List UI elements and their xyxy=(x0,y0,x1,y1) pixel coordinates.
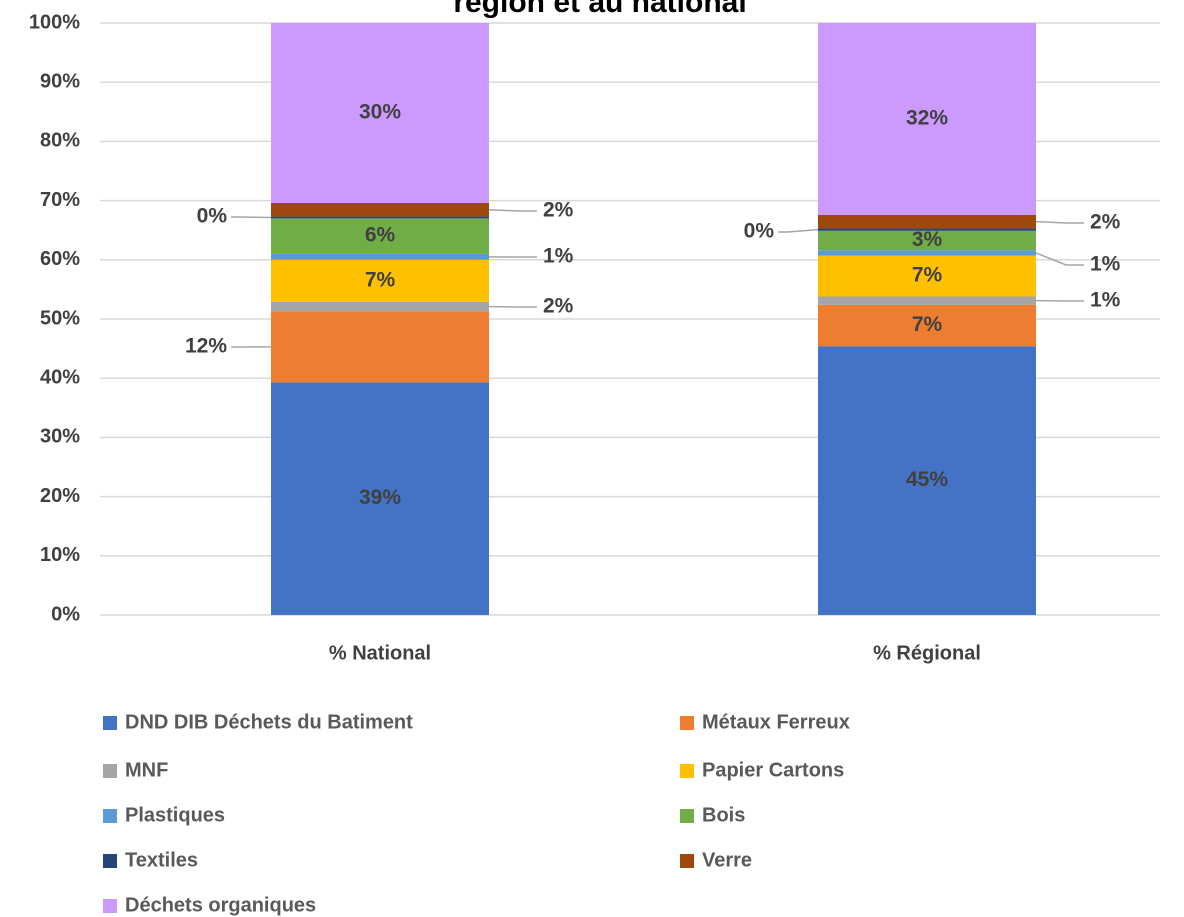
x-tick-label: % National xyxy=(329,642,431,664)
bar-segment xyxy=(818,296,1036,305)
y-tick-label: 0% xyxy=(51,603,80,625)
bar-segment xyxy=(818,255,1036,297)
data-label: 2% xyxy=(543,295,574,318)
bar-segment xyxy=(271,311,489,383)
bar-segment xyxy=(818,346,1036,615)
legend-swatch xyxy=(103,809,117,823)
x-tick-label: % Régional xyxy=(873,642,981,664)
leader-line xyxy=(488,209,537,212)
legend-label: Bois xyxy=(702,804,745,826)
legend-swatch xyxy=(103,764,117,778)
leader-line xyxy=(778,228,819,233)
bar-segment xyxy=(818,214,1036,229)
y-tick-label: 50% xyxy=(40,307,80,329)
data-label: 2% xyxy=(1090,211,1121,234)
bar-segment xyxy=(271,202,489,217)
bar-segment xyxy=(271,253,489,260)
data-label: 1% xyxy=(1090,253,1121,276)
y-tick-label: 90% xyxy=(40,70,80,92)
data-label: 1% xyxy=(543,245,574,268)
y-tick-label: 10% xyxy=(40,544,80,566)
legend-label: Métaux Ferreux xyxy=(702,711,850,733)
data-label: 7% xyxy=(912,264,943,287)
legend-label: Déchets organiques xyxy=(125,894,316,916)
legend-swatch xyxy=(103,899,117,913)
legend-label: Papier Cartons xyxy=(702,759,844,781)
data-label: 6% xyxy=(365,224,396,247)
legend-label: Textiles xyxy=(125,849,198,871)
y-tick-label: 70% xyxy=(40,189,80,211)
y-tick-label: 40% xyxy=(40,366,80,388)
leader-line xyxy=(1035,220,1084,224)
bar-segment xyxy=(818,230,1036,251)
bar-segment xyxy=(818,228,1036,231)
data-label: 0% xyxy=(744,220,775,243)
y-tick-label: 30% xyxy=(40,426,80,448)
data-label: 1% xyxy=(1090,289,1121,312)
bar-segment xyxy=(818,250,1036,256)
y-tick-label: 80% xyxy=(40,130,80,152)
legend-label: Verre xyxy=(702,849,752,871)
legend-swatch xyxy=(103,854,117,868)
data-label: 3% xyxy=(912,228,943,251)
y-tick-label: 20% xyxy=(40,485,80,507)
data-label: 7% xyxy=(365,268,396,291)
legend-swatch xyxy=(680,716,694,730)
bar-segment xyxy=(271,216,489,219)
leader-line xyxy=(1035,252,1084,266)
bar-segment xyxy=(271,382,489,615)
y-tick-label: 100% xyxy=(29,11,80,33)
bar-segment xyxy=(271,218,489,254)
bar-segment xyxy=(271,259,489,302)
bar-segment xyxy=(818,23,1036,215)
data-label: 12% xyxy=(185,335,227,358)
legend-label: DND DIB Déchets du Batiment xyxy=(125,711,413,733)
bar-segment xyxy=(818,304,1036,347)
data-label: 45% xyxy=(906,468,948,491)
bar-segment xyxy=(271,23,489,203)
chart-title: région et au national xyxy=(453,0,746,19)
data-label: 30% xyxy=(359,101,401,124)
legend-swatch xyxy=(680,809,694,823)
bar-segment xyxy=(271,301,489,312)
data-label: 2% xyxy=(543,199,574,222)
legend-swatch xyxy=(103,716,117,730)
data-label: 7% xyxy=(912,313,943,336)
data-label: 0% xyxy=(197,205,228,228)
legend-swatch xyxy=(680,854,694,868)
legend-label: MNF xyxy=(125,759,168,781)
data-label: 39% xyxy=(359,486,401,509)
legend-label: Plastiques xyxy=(125,804,225,826)
data-label: 32% xyxy=(906,106,948,129)
legend-swatch xyxy=(680,764,694,778)
y-tick-label: 60% xyxy=(40,248,80,270)
